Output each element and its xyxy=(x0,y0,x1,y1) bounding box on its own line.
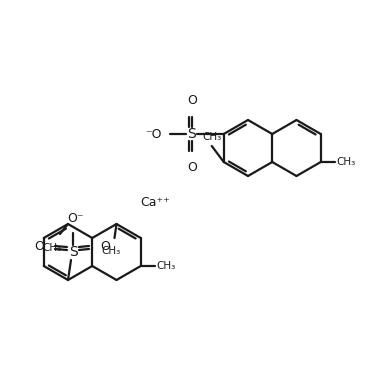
Text: ⁻O: ⁻O xyxy=(145,127,162,141)
Text: O: O xyxy=(34,240,44,254)
Text: CH₃: CH₃ xyxy=(42,243,61,253)
Text: CH₃: CH₃ xyxy=(337,157,356,167)
Text: O: O xyxy=(187,94,197,107)
Text: CH₃: CH₃ xyxy=(102,246,121,256)
Text: O: O xyxy=(187,161,197,174)
Text: CH₃: CH₃ xyxy=(202,132,221,142)
Text: CH₃: CH₃ xyxy=(157,261,176,271)
Text: Ca⁺⁺: Ca⁺⁺ xyxy=(140,195,170,208)
Text: S: S xyxy=(187,127,196,141)
Text: O: O xyxy=(100,240,110,254)
Text: S: S xyxy=(69,245,77,259)
Text: O⁻: O⁻ xyxy=(67,212,83,225)
